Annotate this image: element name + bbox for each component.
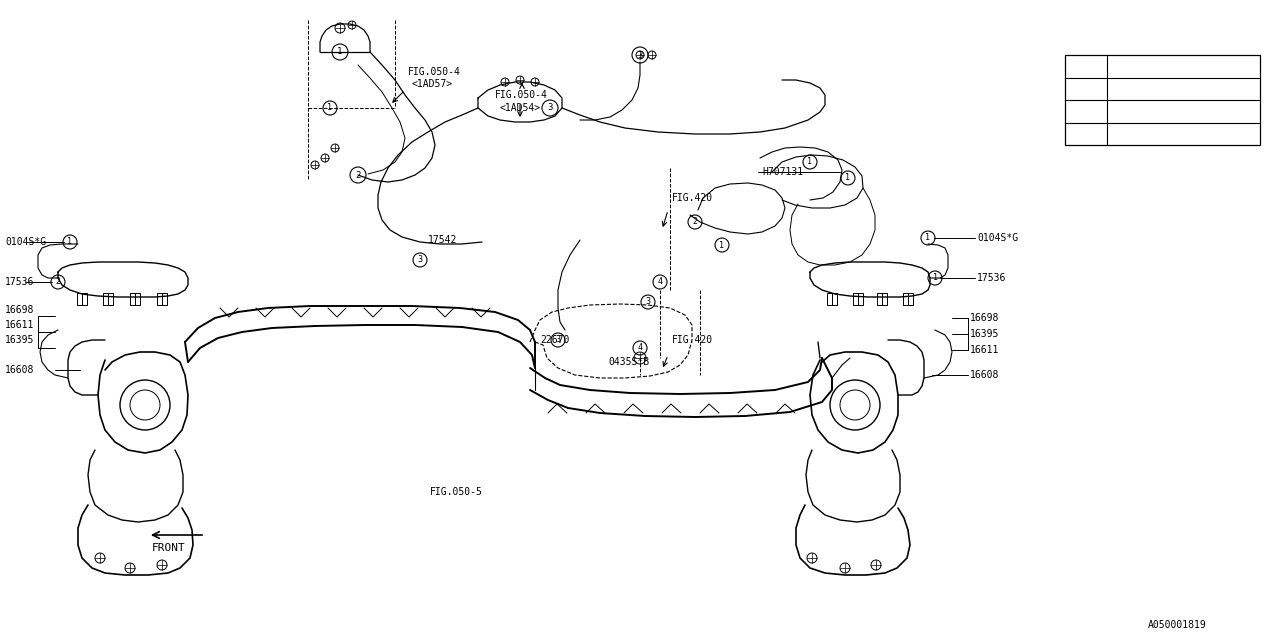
Text: 1: 1 <box>68 237 73 246</box>
Text: F91305: F91305 <box>1115 61 1156 71</box>
Text: 16395: 16395 <box>5 335 35 345</box>
Text: FRONT: FRONT <box>152 543 186 553</box>
Text: A050001819: A050001819 <box>1148 620 1207 630</box>
Text: H707131: H707131 <box>762 167 803 177</box>
Text: 2: 2 <box>1083 84 1089 93</box>
Text: 16611: 16611 <box>5 320 35 330</box>
Text: 3: 3 <box>645 298 650 307</box>
Text: 1: 1 <box>933 273 937 282</box>
Text: 3: 3 <box>556 335 561 344</box>
Text: 17542: 17542 <box>428 235 457 245</box>
Text: <1AD54>: <1AD54> <box>500 103 541 113</box>
Text: 16608: 16608 <box>970 370 1000 380</box>
Text: 0104S*G: 0104S*G <box>977 233 1018 243</box>
Text: FIG.050-4: FIG.050-4 <box>495 90 548 100</box>
Text: 22670: 22670 <box>540 335 570 345</box>
Bar <box>877 293 887 305</box>
Text: 0104S*A: 0104S*A <box>1115 106 1162 116</box>
Text: 2: 2 <box>356 170 361 179</box>
Text: 0435S*B: 0435S*B <box>608 357 649 367</box>
Text: 4: 4 <box>658 278 663 287</box>
Text: 16608: 16608 <box>5 365 35 375</box>
Text: 0951S: 0951S <box>1115 84 1148 93</box>
Text: 17536: 17536 <box>977 273 1006 283</box>
Bar <box>131 293 140 305</box>
Bar <box>157 293 166 305</box>
Text: 3: 3 <box>637 51 643 60</box>
Bar <box>852 293 863 305</box>
Text: 1: 1 <box>328 104 333 113</box>
Text: 16698: 16698 <box>5 305 35 315</box>
Text: 1: 1 <box>1083 61 1089 71</box>
Text: 16395: 16395 <box>970 329 1000 339</box>
Text: 1: 1 <box>338 47 343 56</box>
Text: FIG.420: FIG.420 <box>672 193 713 203</box>
Text: FIG.420: FIG.420 <box>672 335 713 345</box>
Text: 16698: 16698 <box>970 313 1000 323</box>
Bar <box>827 293 837 305</box>
Text: 2: 2 <box>692 218 698 227</box>
Text: 17536: 17536 <box>5 277 35 287</box>
Bar <box>1065 55 1260 145</box>
Text: 4: 4 <box>1083 129 1089 139</box>
Text: 3: 3 <box>1083 106 1089 116</box>
Bar <box>77 293 87 305</box>
Text: <1AD57>: <1AD57> <box>412 79 453 89</box>
Text: 1: 1 <box>846 173 850 182</box>
Bar <box>902 293 913 305</box>
Text: 16699: 16699 <box>1115 129 1148 139</box>
Text: 2: 2 <box>55 278 60 287</box>
Text: 1: 1 <box>808 157 813 166</box>
Text: 1: 1 <box>925 234 931 243</box>
Text: 0104S*G: 0104S*G <box>5 237 46 247</box>
Text: 1: 1 <box>719 241 724 250</box>
Text: 16611: 16611 <box>970 345 1000 355</box>
Bar <box>102 293 113 305</box>
Text: 3: 3 <box>548 104 553 113</box>
Text: 4: 4 <box>637 344 643 353</box>
Text: FIG.050-5: FIG.050-5 <box>430 487 483 497</box>
Text: FIG.050-4: FIG.050-4 <box>408 67 461 77</box>
Text: 3: 3 <box>417 255 422 264</box>
